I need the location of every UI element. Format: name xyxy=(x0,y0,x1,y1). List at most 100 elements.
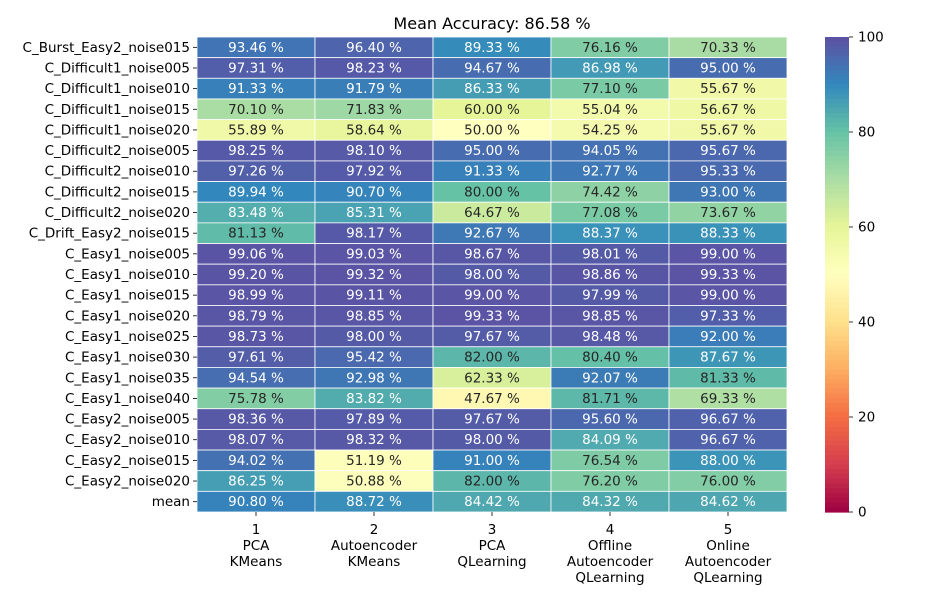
cell-value-label: 87.67 % xyxy=(700,350,756,366)
colorbar-segment xyxy=(825,227,849,233)
column-label: Autoencoder xyxy=(567,554,654,570)
colorbar-segment xyxy=(825,208,849,214)
cell-value-label: 90.80 % xyxy=(228,494,284,510)
cell-value-label: 91.00 % xyxy=(464,453,520,469)
colorbar-segment xyxy=(825,203,849,209)
cell-value-label: 50.00 % xyxy=(464,122,520,138)
colorbar-segment xyxy=(825,322,849,328)
cell-value-label: 96.40 % xyxy=(346,40,402,56)
cell-value-label: 97.67 % xyxy=(464,329,520,345)
colorbar-segment xyxy=(825,41,849,48)
cell-value-label: 71.83 % xyxy=(346,102,402,118)
colorbar-tick-label: 80 xyxy=(858,125,875,141)
colorbar-segment xyxy=(825,355,849,361)
cell-value-label: 84.09 % xyxy=(582,432,638,448)
colorbar-segment xyxy=(825,151,849,157)
cell-value-label: 91.79 % xyxy=(346,81,402,97)
colorbar-segment xyxy=(825,46,849,52)
cell-value-label: 86.33 % xyxy=(464,81,520,97)
cell-value-label: 98.86 % xyxy=(582,267,638,283)
cell-value-label: 98.79 % xyxy=(228,308,284,324)
cell-value-label: 97.92 % xyxy=(346,164,402,180)
colorbar-segment xyxy=(825,336,849,342)
column-label: PCA xyxy=(243,538,271,554)
cell-value-label: 83.82 % xyxy=(346,391,402,407)
colorbar-segment xyxy=(825,445,849,451)
column-label: KMeans xyxy=(230,554,283,570)
row-label: C_Difficult2_noise020 xyxy=(45,205,190,221)
cell-value-label: 97.33 % xyxy=(700,308,756,324)
cell-value-label: 60.00 % xyxy=(464,102,520,118)
cell-value-label: 75.78 % xyxy=(228,391,284,407)
cell-value-label: 55.67 % xyxy=(700,81,756,97)
colorbar-segment xyxy=(825,421,849,428)
row-label: C_Difficult1_noise005 xyxy=(45,60,190,76)
row-label: C_Difficult1_noise015 xyxy=(45,102,190,118)
cell-value-label: 99.00 % xyxy=(464,288,520,304)
cell-value-label: 83.48 % xyxy=(228,205,284,221)
row-label: C_Easy2_noise005 xyxy=(65,412,190,428)
cell-value-label: 95.67 % xyxy=(700,143,756,159)
colorbar-segment xyxy=(825,369,849,375)
cell-value-label: 47.67 % xyxy=(464,391,520,407)
cell-value-label: 91.33 % xyxy=(464,164,520,180)
colorbar-segment xyxy=(825,274,849,280)
column-label: 1 xyxy=(252,522,261,538)
colorbar-segment xyxy=(825,488,849,494)
cell-value-label: 97.26 % xyxy=(228,164,284,180)
colorbar-segment xyxy=(825,117,849,124)
cell-value-label: 54.25 % xyxy=(582,122,638,138)
colorbar-segment xyxy=(825,113,849,119)
colorbar-segment xyxy=(825,360,849,366)
cell-value-label: 81.33 % xyxy=(700,370,756,386)
column-label: Autoencoder xyxy=(685,554,772,570)
colorbar-segment xyxy=(825,236,849,242)
cell-value-label: 81.71 % xyxy=(582,391,638,407)
column-label: PCA xyxy=(479,538,507,554)
row-label: C_Easy1_noise040 xyxy=(65,391,190,407)
cell-value-label: 91.33 % xyxy=(228,81,284,97)
column-label: QLearning xyxy=(693,570,762,586)
colorbar-segment xyxy=(825,393,849,399)
cell-value-label: 92.77 % xyxy=(582,164,638,180)
colorbar-segment xyxy=(825,312,849,318)
row-label: C_Difficult2_noise005 xyxy=(45,143,190,159)
colorbar-segment xyxy=(825,464,849,470)
cell-value-label: 92.98 % xyxy=(346,370,402,386)
cell-value-label: 88.72 % xyxy=(346,494,402,510)
cell-value-label: 95.60 % xyxy=(582,412,638,428)
colorbar-segment xyxy=(825,417,849,423)
cell-value-label: 94.05 % xyxy=(582,143,638,159)
cell-value-label: 85.31 % xyxy=(346,205,402,221)
column-label: QLearning xyxy=(457,554,526,570)
colorbar-segment xyxy=(825,426,849,432)
cell-value-label: 84.62 % xyxy=(700,494,756,510)
colorbar-segment xyxy=(825,350,849,356)
colorbar-segment xyxy=(825,379,849,385)
colorbar-segment xyxy=(825,345,849,352)
row-label: C_Easy1_noise030 xyxy=(65,350,190,366)
colorbar-segment xyxy=(825,341,849,347)
row-label: C_Difficult1_noise020 xyxy=(45,122,190,138)
colorbar-segment xyxy=(825,317,849,323)
cell-value-label: 99.00 % xyxy=(700,246,756,262)
colorbar-segment xyxy=(825,407,849,413)
row-label: C_Easy1_noise025 xyxy=(65,329,190,345)
cell-value-label: 89.33 % xyxy=(464,40,520,56)
cell-value-label: 55.89 % xyxy=(228,122,284,138)
cell-value-label: 55.67 % xyxy=(700,122,756,138)
colorbar-segment xyxy=(825,174,849,181)
cell-value-label: 93.00 % xyxy=(700,184,756,200)
row-label: C_Difficult2_noise015 xyxy=(45,184,190,200)
row-label: C_Burst_Easy2_noise015 xyxy=(23,40,190,56)
cell-value-label: 98.00 % xyxy=(464,432,520,448)
colorbar-segment xyxy=(825,469,849,475)
colorbar-segment xyxy=(825,241,849,247)
row-label: C_Easy2_noise020 xyxy=(65,474,190,490)
cell-value-label: 77.10 % xyxy=(582,81,638,97)
colorbar-segment xyxy=(825,189,849,195)
colorbar-segment xyxy=(825,502,849,508)
row-label: C_Easy1_noise035 xyxy=(65,370,190,386)
cell-value-label: 99.20 % xyxy=(228,267,284,283)
cell-value-label: 80.00 % xyxy=(464,184,520,200)
